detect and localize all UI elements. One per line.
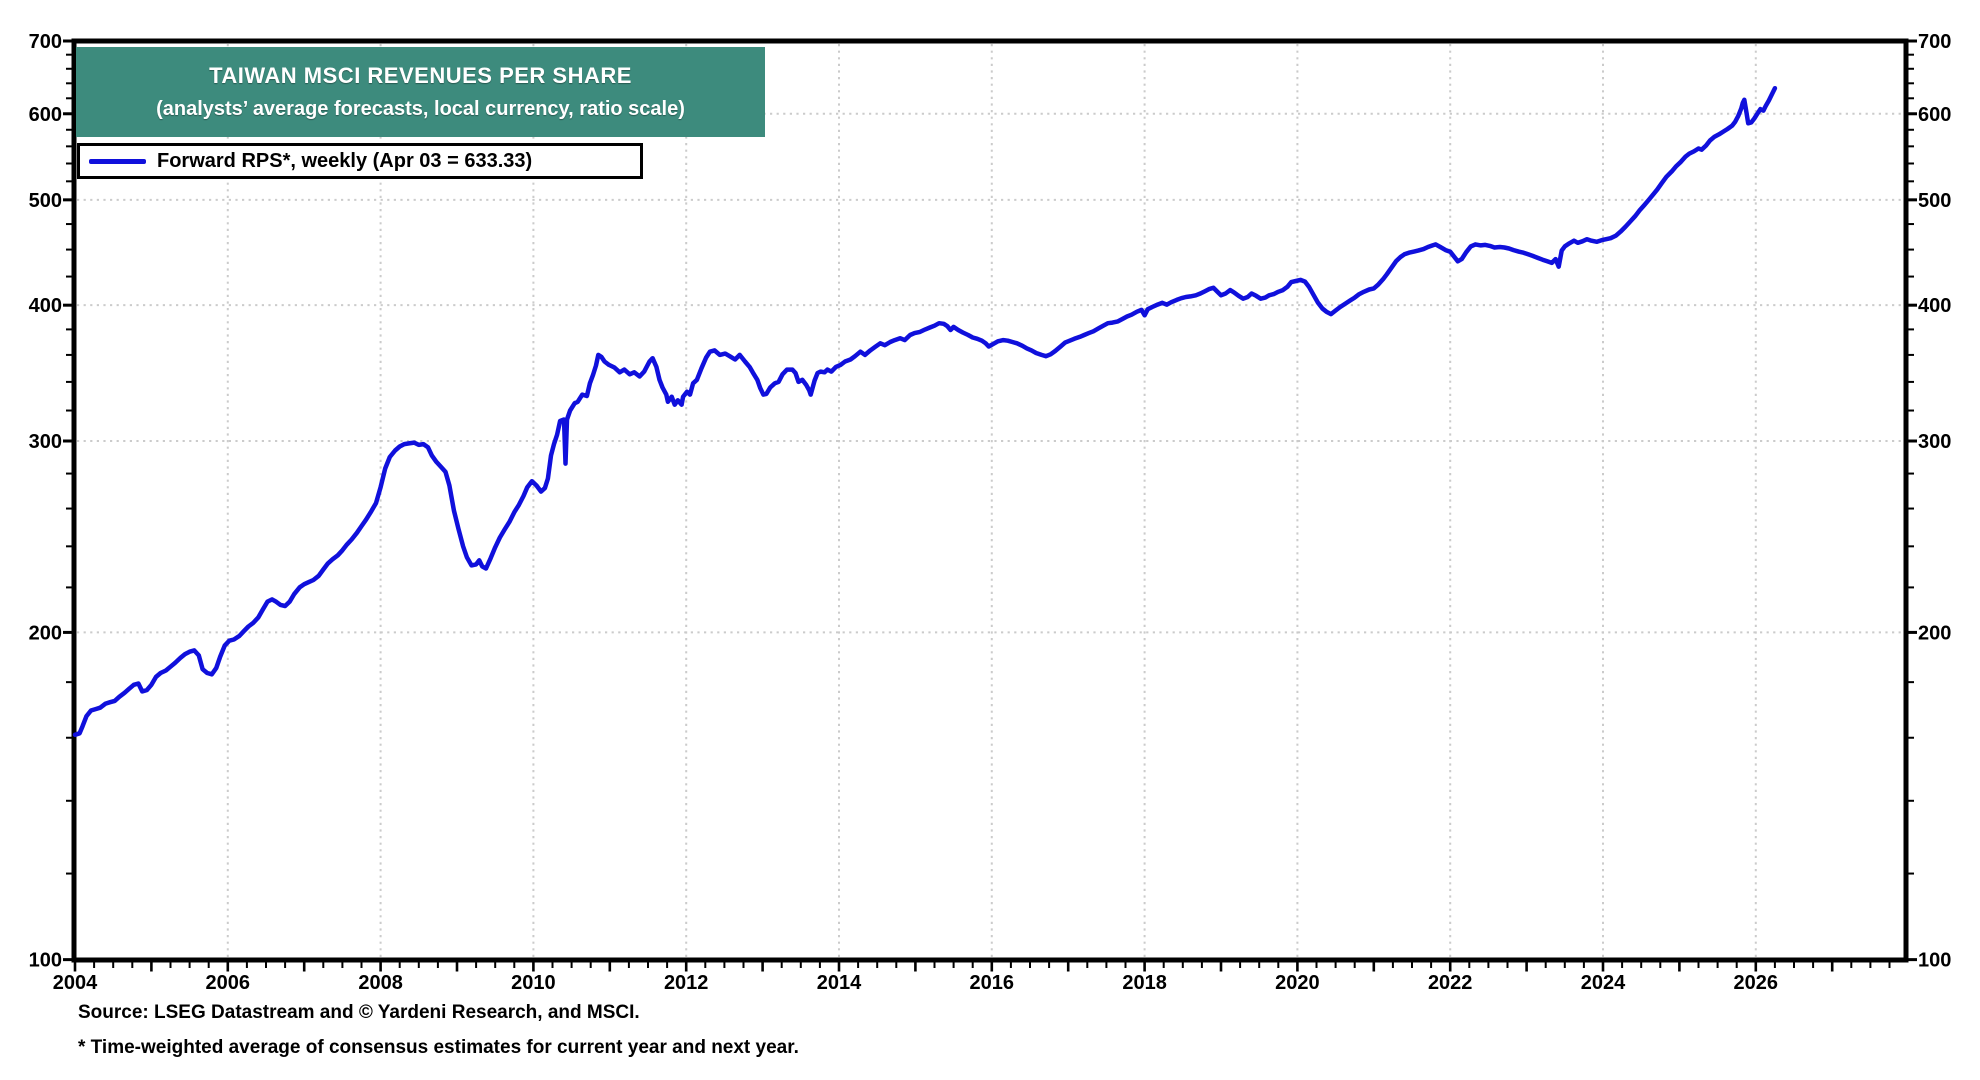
y-tick-label-left: 500 [29,190,62,212]
y-tick-label-left: 700 [29,31,62,53]
chart-title-box: TAIWAN MSCI REVENUES PER SHARE (analysts… [76,47,765,137]
footnote: * Time-weighted average of consensus est… [78,1037,799,1058]
x-tick-label: 2024 [1581,972,1626,994]
x-tick-label: 2012 [664,972,709,994]
y-tick-label-right: 200 [1918,622,1951,644]
forward-rps-line [72,85,1778,738]
x-tick-label: 2008 [358,972,403,994]
x-tick-label: 2014 [817,972,862,994]
legend: Forward RPS*, weekly (Apr 03 = 633.33) [77,143,643,179]
legend-line-swatch [89,158,146,164]
y-tick-label-left: 200 [29,622,62,644]
plot-frame [71,38,1909,963]
x-tick-label: 2026 [1734,972,1779,994]
chart-subtitle: (analysts’ average forecasts, local curr… [156,98,685,120]
y-tick-label-left: 400 [29,295,62,317]
x-tick-label: 2004 [53,972,98,994]
y-tick-label-left: 100 [29,950,62,972]
y-tick-label-left: 600 [29,104,62,126]
x-tick-label: 2006 [206,972,251,994]
x-tick-label: 2016 [970,972,1015,994]
x-tick-label: 2022 [1428,972,1473,994]
legend-label: Forward RPS*, weekly (Apr 03 = 633.33) [157,149,533,172]
x-tick-label: 2018 [1122,972,1167,994]
x-tick-label: 2020 [1275,972,1320,994]
y-tick-label-right: 600 [1918,104,1951,126]
chart-title: TAIWAN MSCI REVENUES PER SHARE [209,63,632,88]
x-tick-label: 2010 [511,972,556,994]
y-tick-label-right: 500 [1918,190,1951,212]
y-tick-label-right: 100 [1918,950,1951,972]
y-tick-label-left: 300 [29,431,62,453]
source-note: Source: LSEG Datastream and © Yardeni Re… [78,1002,640,1023]
y-tick-label-right: 700 [1918,31,1951,53]
y-tick-label-right: 300 [1918,431,1951,453]
y-tick-label-right: 400 [1918,295,1951,317]
